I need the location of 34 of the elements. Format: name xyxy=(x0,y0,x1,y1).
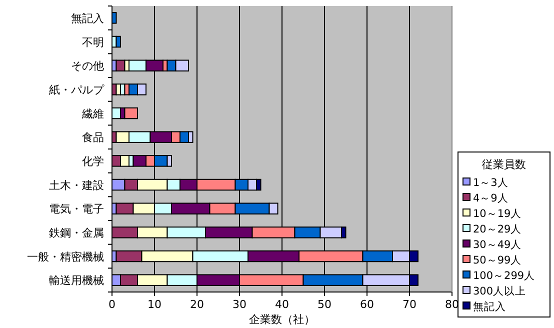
y-tick-label: 輸送用機械 xyxy=(49,274,104,288)
legend-label: 1～3人 xyxy=(473,177,508,189)
y-tick-label: 土木・建設 xyxy=(49,178,104,192)
y-tick-label: 無記入 xyxy=(71,12,104,25)
bar xyxy=(124,107,138,120)
x-tick-label: 10 xyxy=(148,298,162,311)
x-tick-label: 60 xyxy=(360,298,374,311)
x-tick-label: 70 xyxy=(402,298,416,311)
y-tick-label: 紙・パルプ xyxy=(49,83,105,96)
x-axis-title: 企業数（社） xyxy=(249,313,315,326)
x-tick-label: 40 xyxy=(275,298,289,311)
y-tick-label: 不明 xyxy=(82,36,104,49)
bar xyxy=(116,36,121,48)
y-tick-label: 化学 xyxy=(82,154,104,168)
legend-label: 300人以上 xyxy=(473,284,526,298)
legend-label: 100～299人 xyxy=(473,270,536,282)
x-tick-label: 30 xyxy=(232,298,246,311)
legend-label: 30～49人 xyxy=(473,239,522,251)
legend-label: 無記入 xyxy=(473,300,506,313)
legend-title: 従業員数 xyxy=(482,158,526,171)
x-tick-label: 50 xyxy=(318,298,332,311)
legend-label: 10～19人 xyxy=(473,208,522,220)
y-tick-label: その他 xyxy=(71,60,104,73)
y-tick-label: 一般・精密機械 xyxy=(27,250,104,264)
y-tick-label: 電気・電子 xyxy=(49,202,104,216)
y-tick-label: 鉄鋼・金属 xyxy=(49,226,104,240)
y-tick-label: 食品 xyxy=(82,131,104,144)
legend-label: 20～29人 xyxy=(473,224,522,236)
x-tick-label: 20 xyxy=(190,298,204,311)
x-tick-label: 0 xyxy=(108,298,116,311)
legend-label: 4～9人 xyxy=(473,192,508,204)
legend-label: 50～99人 xyxy=(473,254,522,266)
bar xyxy=(116,60,126,72)
y-tick-label: 繊維 xyxy=(81,107,104,120)
